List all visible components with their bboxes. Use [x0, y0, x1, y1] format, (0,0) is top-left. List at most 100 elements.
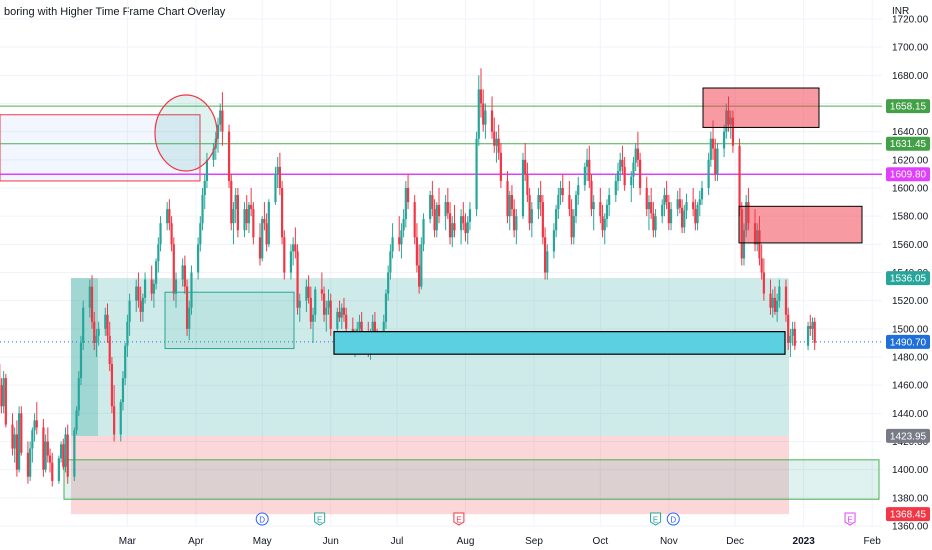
candle-body: [104, 314, 107, 329]
candle-body: [340, 307, 343, 318]
candle-body: [510, 195, 514, 210]
candle: [75, 406, 78, 435]
candle-body: [435, 204, 438, 231]
candle-body: [311, 314, 315, 322]
candle-body: [685, 202, 688, 211]
x-tick-label: Aug: [457, 536, 475, 547]
candle: [384, 289, 388, 329]
candle: [546, 244, 549, 280]
price-tag-bg: [886, 334, 930, 349]
candle-body: [29, 448, 32, 477]
candle-body: [778, 286, 781, 301]
candle: [46, 427, 49, 463]
y-tick-label: 1440.00: [892, 409, 929, 420]
event-marker: E: [650, 512, 662, 526]
candle-body: [199, 223, 202, 245]
candle: [468, 202, 472, 231]
candle-body: [468, 209, 472, 222]
candle-body: [276, 166, 279, 174]
candle-body: [700, 188, 704, 200]
candle-body: [157, 244, 160, 262]
candle-body: [280, 188, 284, 238]
candle: [543, 227, 547, 280]
candle: [482, 89, 485, 132]
candle: [340, 303, 343, 329]
x-tick-label: Jul: [391, 536, 404, 547]
candle: [437, 188, 441, 224]
candle: [508, 190, 511, 231]
candle-body: [552, 230, 556, 252]
candle-body: [298, 300, 301, 308]
candle: [15, 420, 18, 477]
candle-body: [64, 434, 67, 467]
candle: [561, 173, 564, 203]
candle-body: [135, 286, 138, 301]
candle: [170, 216, 173, 252]
candle: [201, 188, 204, 231]
candle-body: [258, 237, 262, 259]
candle-body: [415, 237, 418, 266]
candle: [601, 204, 604, 238]
event-marker: E: [844, 512, 856, 526]
candle-body: [559, 188, 562, 196]
box-overlays: [154, 87, 863, 355]
candle-body: [384, 293, 388, 322]
candle-body: [329, 300, 332, 329]
candle-body: [106, 314, 109, 336]
candle-body: [639, 159, 642, 188]
event-marker-label: E: [847, 516, 852, 525]
candle: [448, 202, 452, 245]
candle-body: [77, 378, 80, 411]
candle-body: [219, 110, 222, 125]
price-tag: 1658.15: [886, 99, 930, 114]
candle-body: [771, 297, 774, 308]
candle-body: [345, 314, 348, 329]
candle-body: [110, 364, 114, 407]
y-tick-label: 1520.00: [892, 296, 929, 307]
candle-body: [709, 138, 712, 160]
candle-body: [113, 406, 116, 435]
candle-body: [588, 159, 591, 181]
candle-body: [325, 307, 328, 315]
candle-body: [475, 138, 478, 210]
candle-body: [601, 216, 604, 231]
candle: [398, 216, 401, 252]
event-marker: D: [255, 512, 269, 526]
candle: [446, 188, 449, 219]
candle: [296, 244, 299, 315]
candle-body: [652, 213, 655, 231]
candle: [634, 142, 637, 172]
candle: [402, 209, 405, 238]
candle-body: [234, 195, 237, 210]
candle-body: [437, 204, 441, 217]
candle: [762, 258, 765, 301]
price-tag: 1609.80: [886, 167, 930, 182]
earnings-icon: [844, 512, 856, 526]
order-block-box: [333, 331, 786, 355]
candle-body: [760, 258, 763, 273]
candle-body: [464, 223, 467, 234]
candle-body: [128, 300, 131, 322]
price-tag-label: 1368.45: [890, 510, 927, 521]
highlight-circle: [154, 94, 218, 172]
candle-body: [59, 444, 63, 459]
candle-body: [201, 195, 204, 224]
candle: [51, 452, 54, 487]
candle: [11, 413, 14, 456]
candle: [431, 180, 434, 217]
candle-body: [661, 204, 664, 217]
candle-body: [247, 204, 251, 224]
candle: [639, 152, 642, 196]
candle-body: [31, 430, 34, 449]
y-tick-label: 1360.00: [892, 522, 929, 533]
candle-body: [477, 89, 480, 139]
candle-body: [183, 265, 186, 287]
candle-body: [574, 195, 578, 217]
x-tick-label: Sep: [525, 536, 543, 547]
candle-body: [557, 195, 560, 210]
candle-body: [261, 218, 264, 259]
candle: [97, 321, 100, 346]
candle-body: [619, 159, 622, 172]
candle-body: [159, 223, 162, 245]
